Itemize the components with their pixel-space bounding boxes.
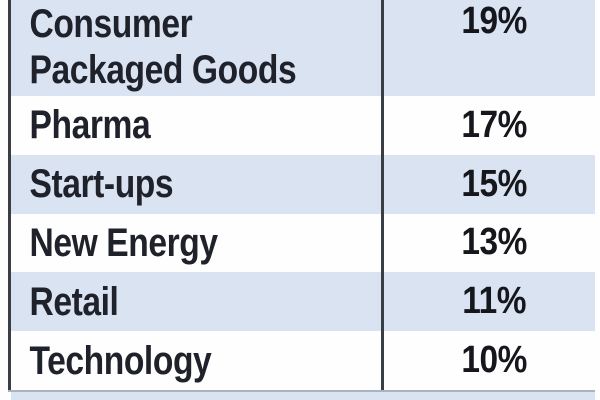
table-row: Retail 11% <box>11 272 595 332</box>
bottom-row-separator <box>8 390 595 392</box>
industry-label: New Energy <box>29 220 218 265</box>
industry-label: Start-ups <box>29 162 174 207</box>
table-row: Pharma 17% <box>11 96 595 155</box>
percentage-value: 11% <box>462 280 527 323</box>
table-row: Start-ups 15% <box>11 154 595 214</box>
table-row: Technology 10% <box>11 331 595 390</box>
industry-label: Technology <box>29 338 212 383</box>
table-row: New Energy 13% <box>11 213 595 273</box>
table-row: Consumer Packaged Goods 19% <box>11 0 595 96</box>
table-rows: Consumer Packaged Goods 19% Pharma 17% St… <box>11 0 595 390</box>
industry-label: Retail <box>29 279 119 324</box>
next-row-sliver <box>11 392 595 400</box>
percentage-value: 15% <box>461 162 527 205</box>
table-left-border <box>8 0 11 390</box>
industry-label: Consumer Packaged Goods <box>29 2 297 92</box>
percentage-value: 10% <box>461 339 527 382</box>
percentage-value: 17% <box>461 103 527 146</box>
column-divider <box>381 0 384 400</box>
percentage-value: 19% <box>461 0 527 42</box>
percentage-value: 13% <box>461 221 527 264</box>
industry-label: Pharma <box>29 103 151 148</box>
